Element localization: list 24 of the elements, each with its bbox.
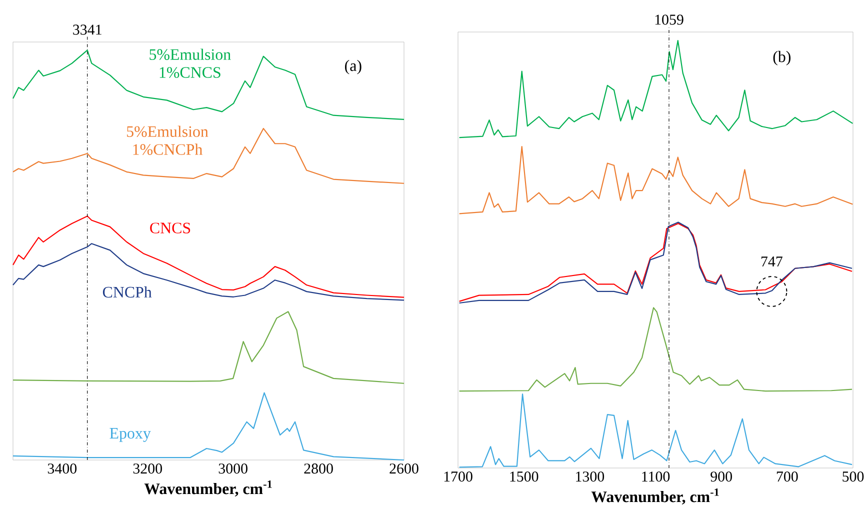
series-label: 5%Emulsion 1%CNCS [150,48,231,78]
x-tick-label: 1100 [642,472,670,482]
series-label: Epoxy [110,428,151,442]
series-label: CNCPh [102,286,152,298]
x-tick-label: 900 [710,472,732,482]
ref-line-label: 3341 [73,24,102,35]
annotation: (b) [773,50,790,66]
x-tick-label: 500 [842,472,864,482]
annotation: (a) [345,60,362,74]
x-tick-label: 3200 [133,464,162,474]
x-tick-label: 1700 [444,472,472,482]
x-tick-label: 1500 [510,472,538,482]
ref-line-label: 1059 [655,14,684,25]
x-axis-title: Wavenumber, cm$^{-1}$ [144,480,272,497]
x-tick-label: 2800 [304,464,333,474]
annotation: 747 [761,256,782,266]
x-tick-label: 3400 [48,464,77,474]
series-label: CNCS [150,222,190,234]
x-tick-label: 1300 [576,472,604,482]
x-tick-label: 700 [776,472,798,482]
x-tick-label: 3000 [218,464,248,474]
x-axis-title: Wavenumber, cm$^{-1}$ [591,488,719,505]
series-label: 5%Emulsion 1%CNCPh [127,126,208,155]
x-tick-label: 2600 [390,464,418,474]
